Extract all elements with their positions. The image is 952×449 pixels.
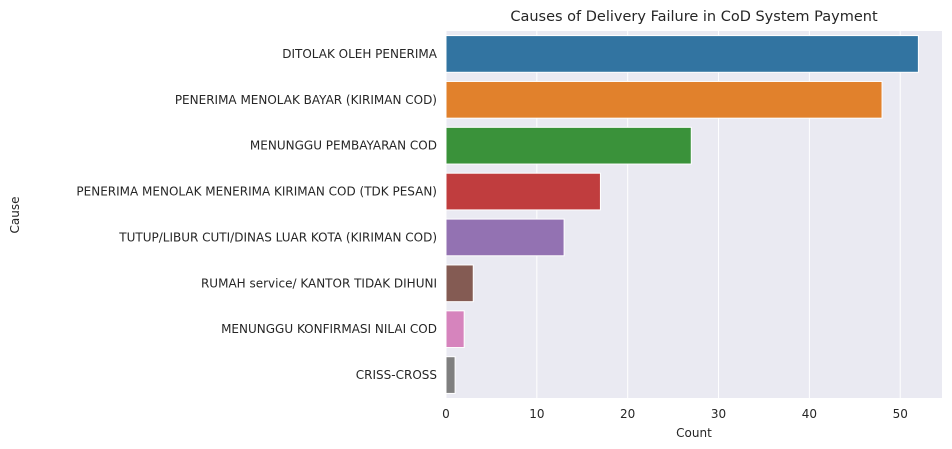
x-axis-label: Count	[676, 426, 712, 440]
bar	[445, 310, 465, 349]
bar	[445, 80, 883, 119]
bars	[445, 35, 919, 394]
bar	[445, 356, 456, 394]
x-tick-label: 30	[711, 407, 726, 421]
bar	[445, 172, 601, 211]
category-label: CRISS-CROSS	[356, 368, 437, 382]
chart-title: Causes of Delivery Failure in CoD System…	[510, 9, 878, 25]
category-label: RUMAH service/ KANTOR TIDAK DIHUNI	[201, 276, 437, 290]
category-labels: DITOLAK OLEH PENERIMA PENERIMA MENOLAK BA…	[76, 47, 437, 382]
bar	[445, 264, 474, 303]
category-label: TUTUP/LIBUR CUTI/DINAS LUAR KOTA (KIRIMA…	[118, 230, 437, 244]
bar	[445, 126, 692, 165]
category-label: MENUNGGU KONFIRMASI NILAI COD	[221, 322, 437, 336]
bar	[445, 35, 919, 73]
x-tick-label: 20	[620, 407, 635, 421]
x-tick-label: 50	[893, 407, 908, 421]
x-tick-label: 10	[529, 407, 544, 421]
category-label: PENERIMA MENOLAK MENERIMA KIRIMAN COD (T…	[76, 185, 437, 199]
x-tick-label: 40	[802, 407, 817, 421]
x-tick-label: 0	[442, 407, 450, 421]
category-label: DITOLAK OLEH PENERIMA	[282, 47, 438, 61]
bar	[445, 218, 565, 257]
x-tick-labels: 0 10 20 30 40 50	[442, 407, 908, 421]
category-label: PENERIMA MENOLAK BAYAR (KIRIMAN COD)	[175, 93, 437, 107]
y-axis-label: Cause	[8, 197, 22, 234]
category-label: MENUNGGU PEMBAYARAN COD	[250, 139, 437, 153]
